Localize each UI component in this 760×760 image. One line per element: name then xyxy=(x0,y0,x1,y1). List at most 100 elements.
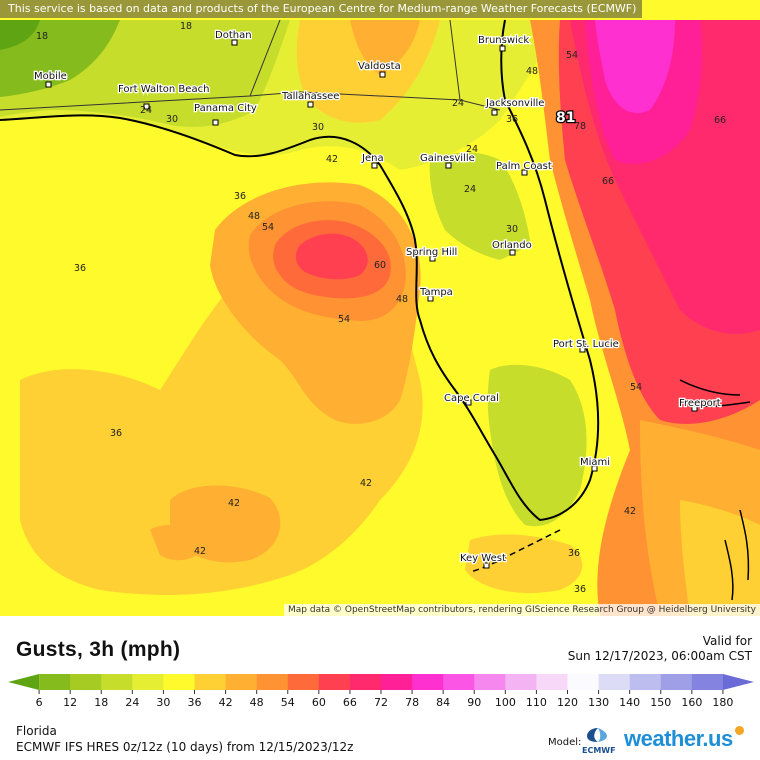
city-miami: Miami xyxy=(579,456,611,472)
scale-arrow-high xyxy=(722,674,754,690)
city-gainesville: Gainesville xyxy=(419,152,476,169)
scale-swatch xyxy=(505,674,537,690)
svg-text:30: 30 xyxy=(312,122,324,133)
svg-text:66: 66 xyxy=(714,115,726,126)
scale-arrow-low xyxy=(8,674,40,690)
scale-swatch xyxy=(536,674,568,690)
region-label: Florida xyxy=(16,724,57,738)
model-run-info: ECMWF IFS HRES 0z/12z (10 days) from 12/… xyxy=(16,740,354,754)
svg-text:36: 36 xyxy=(574,584,586,595)
city-spring-hill: Spring Hill xyxy=(405,246,459,262)
city-tampa: Tampa xyxy=(418,286,454,302)
scale-tick-label: 36 xyxy=(188,696,202,709)
city-brunswick: Brunswick xyxy=(477,34,531,52)
svg-text:Jena: Jena xyxy=(361,153,384,164)
scale-swatch xyxy=(287,674,320,690)
florida-keys-outline xyxy=(469,529,561,573)
gust-zone-18-land xyxy=(0,20,120,97)
map-canvas: Mobile Fort Walton Beach Panama City Dot… xyxy=(0,0,760,616)
scale-swatch xyxy=(660,674,693,690)
legend-title: Gusts, 3h (mph) xyxy=(16,638,181,661)
city-jena: Jena xyxy=(360,152,385,169)
ecmwf-disclaimer: This service is based on data and produc… xyxy=(0,0,643,18)
valid-label: Valid for xyxy=(702,634,752,648)
city-panama-city: Panama City xyxy=(193,102,258,126)
gust-zone-42-ga xyxy=(350,20,420,75)
scale-tick-label: 160 xyxy=(681,696,702,709)
gust-zone-78-atl xyxy=(595,20,675,114)
scale-swatch xyxy=(443,674,475,690)
svg-text:Panama City: Panama City xyxy=(194,103,257,114)
svg-text:30: 30 xyxy=(506,224,518,235)
svg-text:78: 78 xyxy=(574,121,586,132)
svg-text:18: 18 xyxy=(36,31,48,42)
scale-tick-label: 42 xyxy=(219,696,233,709)
svg-text:66: 66 xyxy=(602,176,614,187)
max-gust-marker: 81 xyxy=(556,110,575,126)
scale-tick-label: 110 xyxy=(526,696,547,709)
scale-swatch xyxy=(163,674,195,690)
weather-us-logo[interactable]: weather.us xyxy=(624,726,744,752)
contour-labels: 18 18 24 30 30 24 36 36 42 48 54 60 48 5… xyxy=(36,21,726,595)
sun-icon xyxy=(734,726,744,735)
svg-text:Spring Hill: Spring Hill xyxy=(406,247,457,258)
city-key-west: Key West xyxy=(459,552,507,569)
svg-text:24: 24 xyxy=(452,98,464,109)
svg-text:24: 24 xyxy=(464,184,476,195)
scale-swatch xyxy=(629,674,662,690)
valid-time: Valid for Sun 12/17/2023, 06:00am CST xyxy=(568,634,752,664)
svg-text:Orlando: Orlando xyxy=(492,240,532,251)
color-scale: 6 12 18 24 30 36 42 48 54 60 66 72 78 84 90 100 110 120 13… xyxy=(8,674,754,709)
svg-text:54: 54 xyxy=(338,314,350,325)
svg-text:54: 54 xyxy=(262,222,274,233)
scale-tick-label: 66 xyxy=(343,696,357,709)
svg-text:ECMWF: ECMWF xyxy=(582,746,616,755)
svg-text:42: 42 xyxy=(360,478,372,489)
scale-swatch xyxy=(691,674,724,690)
svg-text:36: 36 xyxy=(234,191,246,202)
svg-text:42: 42 xyxy=(326,154,338,165)
gust-zone-42-s xyxy=(150,525,205,561)
scale-tick-label: 78 xyxy=(405,696,419,709)
city-cape-coral: Cape Coral xyxy=(443,392,500,406)
svg-text:54: 54 xyxy=(566,50,578,61)
svg-text:Gainesville: Gainesville xyxy=(420,153,475,164)
city-tallahassee: Tallahassee xyxy=(280,90,341,108)
gust-zone-24-fl xyxy=(429,152,530,260)
scale-tick-label: 120 xyxy=(557,696,578,709)
svg-text:Brunswick: Brunswick xyxy=(478,35,529,46)
svg-text:36: 36 xyxy=(74,263,86,274)
city-freeport: Freeport xyxy=(678,397,722,412)
gust-zone-12-land xyxy=(0,20,40,50)
scale-tick-label: 6 xyxy=(36,696,43,709)
scale-tick-label: 18 xyxy=(94,696,108,709)
svg-text:42: 42 xyxy=(624,506,636,517)
svg-text:60: 60 xyxy=(374,260,386,271)
scale-swatch xyxy=(225,674,258,690)
city-fort-walton-beach: Fort Walton Beach xyxy=(117,83,211,110)
svg-text:Freeport: Freeport xyxy=(679,398,721,409)
svg-text:Palm Coast: Palm Coast xyxy=(496,161,552,172)
svg-text:48: 48 xyxy=(396,294,408,305)
svg-text:Dothan: Dothan xyxy=(215,30,252,41)
svg-text:Jacksonville: Jacksonville xyxy=(485,98,544,109)
scale-swatch xyxy=(39,674,71,690)
scale-tick-label: 130 xyxy=(588,696,609,709)
coastline xyxy=(0,19,600,522)
city-orlando: Orlando xyxy=(491,239,533,256)
city-port-st-lucie: Port St. Lucie xyxy=(552,338,620,353)
svg-text:48: 48 xyxy=(248,211,260,222)
scale-tick-label: 12 xyxy=(63,696,77,709)
scale-tick-label: 180 xyxy=(712,696,733,709)
city-palm-coast: Palm Coast xyxy=(495,160,553,176)
scale-swatch xyxy=(381,674,413,690)
svg-text:42: 42 xyxy=(228,498,240,509)
svg-text:36: 36 xyxy=(110,428,122,439)
svg-text:54: 54 xyxy=(630,382,642,393)
city-dothan: Dothan xyxy=(214,29,253,46)
svg-text:18: 18 xyxy=(180,21,192,32)
bahamas-south-outline xyxy=(724,509,750,601)
gust-zone-36-keys xyxy=(465,534,583,594)
svg-text:24: 24 xyxy=(140,105,152,116)
map-attribution[interactable]: Map data © OpenStreetMap contributors, r… xyxy=(284,604,760,616)
